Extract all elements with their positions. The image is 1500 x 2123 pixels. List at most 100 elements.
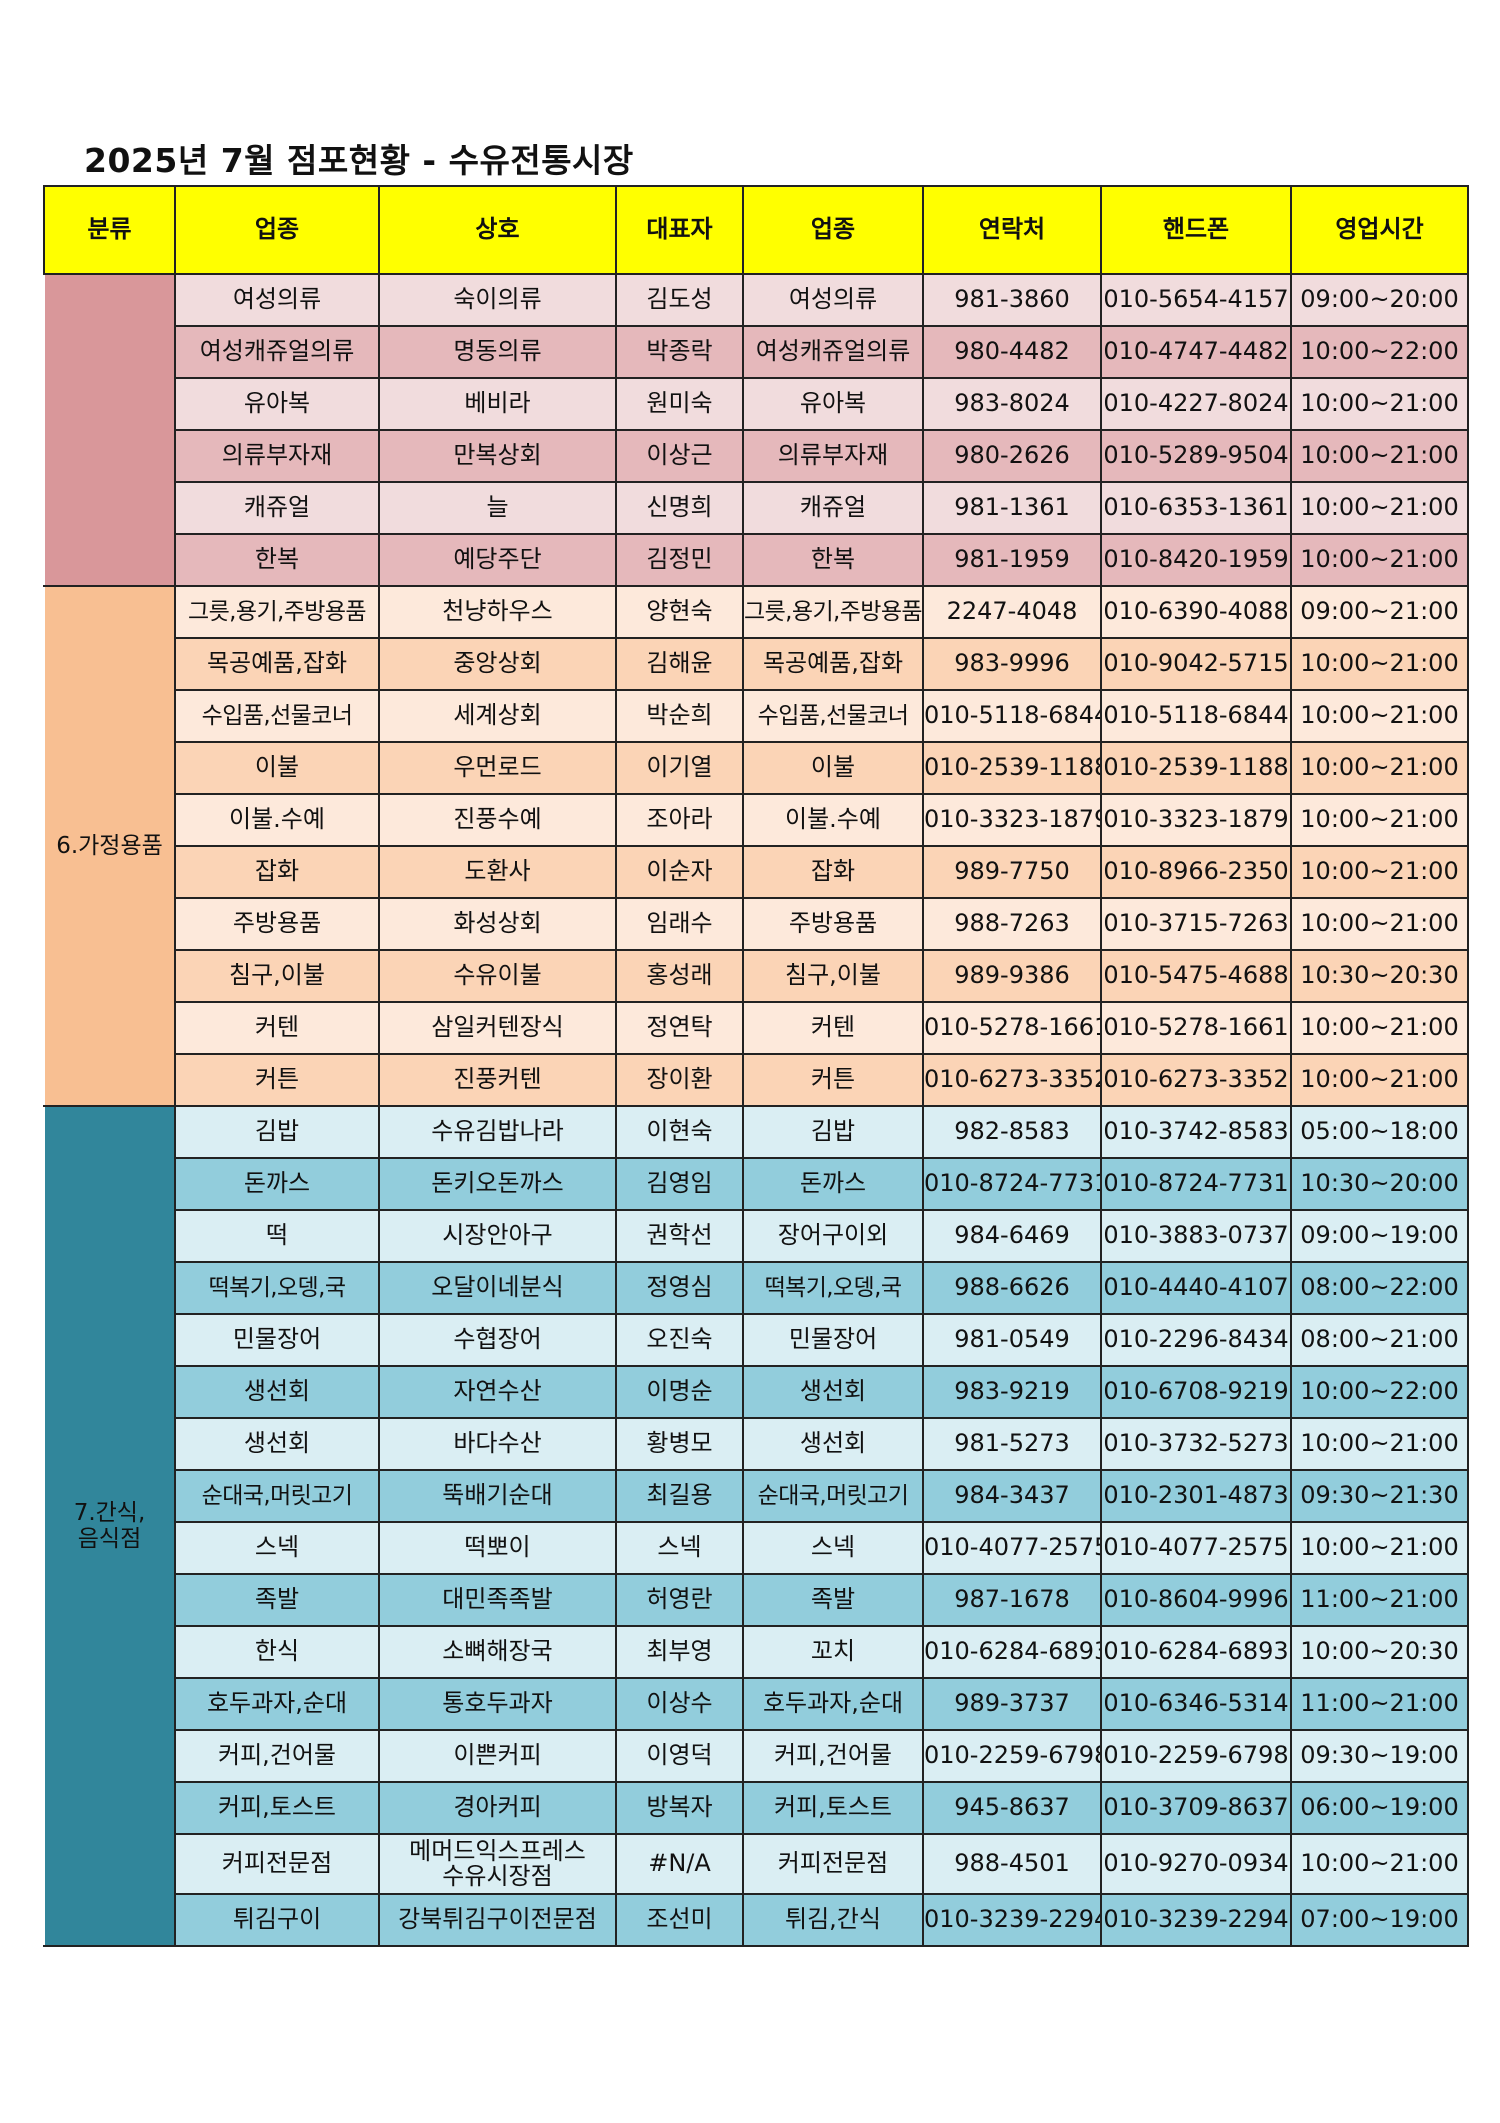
hours-cell: 10:00~21:00	[1290, 845, 1469, 899]
hours-cell: 10:00~21:00	[1290, 793, 1469, 847]
contact-cell: 980-2626	[922, 429, 1102, 483]
business-type-2-cell: 김밥	[742, 1105, 924, 1159]
store-name-cell: 소뼈해장국	[378, 1625, 617, 1679]
business-type-2-cell: 여성캐쥬얼의류	[742, 325, 924, 379]
header-business-type-2: 업종	[742, 185, 924, 275]
business-type-cell: 돈까스	[174, 1157, 380, 1211]
hours-cell: 10:00~21:00	[1290, 1001, 1469, 1055]
hours-cell: 10:00~21:00	[1290, 1053, 1469, 1107]
table-row: 잡화 도환사 이순자 잡화 989-7750 010-8966-2350 10:00~21:…	[44, 845, 1469, 899]
header-row: 분류 업종 상호 대표자 업종 연락처 핸드폰 영업시간	[43, 185, 1469, 275]
contact-cell: 980-4482	[922, 325, 1102, 379]
hours-cell: 09:30~21:30	[1290, 1469, 1469, 1523]
mobile-cell: 010-2301-4873	[1100, 1469, 1292, 1523]
hours-cell: 10:00~21:00	[1290, 689, 1469, 743]
owner-cell: 방복자	[615, 1781, 744, 1835]
business-type-cell: 커텐	[174, 1001, 380, 1055]
mobile-cell: 010-6284-6893	[1100, 1625, 1292, 1679]
owner-cell: 신명희	[615, 481, 744, 535]
hours-cell: 06:00~19:00	[1290, 1781, 1469, 1835]
store-name-cell: 예당주단	[378, 533, 617, 587]
owner-cell: 이현숙	[615, 1105, 744, 1159]
hours-cell: 11:00~21:00	[1290, 1677, 1469, 1731]
business-type-cell: 그릇,용기,주방용품	[174, 585, 380, 639]
business-type-cell: 커튼	[174, 1053, 380, 1107]
contact-cell: 981-0549	[922, 1313, 1102, 1367]
contact-cell: 010-3323-1879	[922, 793, 1102, 847]
store-name-cell: 뚝배기순대	[378, 1469, 617, 1523]
contact-cell: 988-6626	[922, 1261, 1102, 1315]
store-name-cell: 도환사	[378, 845, 617, 899]
mobile-cell: 010-8604-9996	[1100, 1573, 1292, 1627]
business-type-2-cell: 한복	[742, 533, 924, 587]
owner-cell: 이명순	[615, 1365, 744, 1419]
table-row: 순대국,머릿고기 뚝배기순대 최길용 순대국,머릿고기 984-3437 010-2301…	[44, 1469, 1469, 1523]
mobile-cell: 010-5654-4157	[1100, 273, 1292, 327]
store-name-cell: 이쁜커피	[378, 1729, 617, 1783]
hours-cell: 07:00~19:00	[1290, 1893, 1469, 1947]
store-name-cell: 화성상회	[378, 897, 617, 951]
business-type-2-cell: 여성의류	[742, 273, 924, 327]
owner-cell: 김정민	[615, 533, 744, 587]
contact-cell: 988-4501	[922, 1833, 1102, 1895]
hours-cell: 10:00~21:00	[1290, 377, 1469, 431]
table-row: 목공예품,잡화 중앙상회 김해윤 목공예품,잡화 983-9996 010-9042-57…	[44, 637, 1469, 691]
owner-cell: 최길용	[615, 1469, 744, 1523]
store-name-cell: 시장안아구	[378, 1209, 617, 1263]
owner-cell: 김해윤	[615, 637, 744, 691]
contact-cell: 989-9386	[922, 949, 1102, 1003]
business-type-cell: 이불	[174, 741, 380, 795]
business-type-2-cell: 잡화	[742, 845, 924, 899]
owner-cell: 박종락	[615, 325, 744, 379]
business-type-cell: 커피,건어물	[174, 1729, 380, 1783]
mobile-cell: 010-5289-9504	[1100, 429, 1292, 483]
owner-cell: 권학선	[615, 1209, 744, 1263]
mobile-cell: 010-8420-1959	[1100, 533, 1292, 587]
business-type-cell: 김밥	[174, 1105, 380, 1159]
business-type-cell: 민물장어	[174, 1313, 380, 1367]
table-row: 이불.수예 진풍수예 조아라 이불.수예 010-3323-1879 010-3323-1…	[44, 793, 1469, 847]
table-row: 7.간식, 음식점 김밥 수유김밥나라 이현숙 김밥 982-8583 010-3742-8…	[44, 1105, 1469, 1947]
mobile-cell: 010-8966-2350	[1100, 845, 1292, 899]
business-type-cell: 커피전문점	[174, 1833, 380, 1895]
business-type-2-cell: 유아복	[742, 377, 924, 431]
business-type-cell: 생선회	[174, 1365, 380, 1419]
business-type-2-cell: 스넥	[742, 1521, 924, 1575]
category-cell	[44, 273, 176, 587]
mobile-cell: 010-8724-7731	[1100, 1157, 1292, 1211]
mobile-cell: 010-4077-2575	[1100, 1521, 1292, 1575]
business-type-2-cell: 족발	[742, 1573, 924, 1627]
mobile-cell: 010-3239-2294	[1100, 1893, 1292, 1947]
contact-cell: 984-6469	[922, 1209, 1102, 1263]
business-type-2-cell: 침구,이불	[742, 949, 924, 1003]
business-type-2-cell: 커피,건어물	[742, 1729, 924, 1783]
owner-cell: 이상수	[615, 1677, 744, 1731]
contact-cell: 010-4077-2575	[922, 1521, 1102, 1575]
business-type-cell: 수입품,선물코너	[174, 689, 380, 743]
mobile-cell: 010-9042-5715	[1100, 637, 1292, 691]
contact-cell: 010-3239-2294	[922, 1893, 1102, 1947]
business-type-2-cell: 튀김,간식	[742, 1893, 924, 1947]
business-type-2-cell: 수입품,선물코너	[742, 689, 924, 743]
business-type-cell: 유아복	[174, 377, 380, 431]
header-hours: 영업시간	[1290, 185, 1469, 275]
table-row: 유아복 베비라 원미숙 유아복 983-8024 010-4227-8024 10:00~2…	[44, 377, 1469, 431]
header-mobile: 핸드폰	[1100, 185, 1292, 275]
hours-cell: 10:00~22:00	[1290, 1365, 1469, 1419]
store-name-cell: 베비라	[378, 377, 617, 431]
owner-cell: 이영덕	[615, 1729, 744, 1783]
business-type-2-cell: 꼬치	[742, 1625, 924, 1679]
header-owner: 대표자	[615, 185, 744, 275]
store-name-cell: 오달이네분식	[378, 1261, 617, 1315]
contact-cell: 983-8024	[922, 377, 1102, 431]
table-row: 커텐 삼일커텐장식 정연탁 커텐 010-5278-1661 010-5278-1661 1…	[44, 1001, 1469, 1055]
store-name-cell: 늘	[378, 481, 617, 535]
table-row: 여성캐쥬얼의류 명동의류 박종락 여성캐쥬얼의류 980-4482 010-4747-44…	[44, 325, 1469, 379]
store-name-cell: 수유이불	[378, 949, 617, 1003]
table-row: 돈까스 돈키오돈까스 김영임 돈까스 010-8724-7731 010-8724-773…	[44, 1157, 1469, 1211]
business-type-2-cell: 생선회	[742, 1365, 924, 1419]
hours-cell: 09:30~19:00	[1290, 1729, 1469, 1783]
hours-cell: 09:00~20:00	[1290, 273, 1469, 327]
business-type-2-cell: 커피전문점	[742, 1833, 924, 1895]
business-type-cell: 스넥	[174, 1521, 380, 1575]
